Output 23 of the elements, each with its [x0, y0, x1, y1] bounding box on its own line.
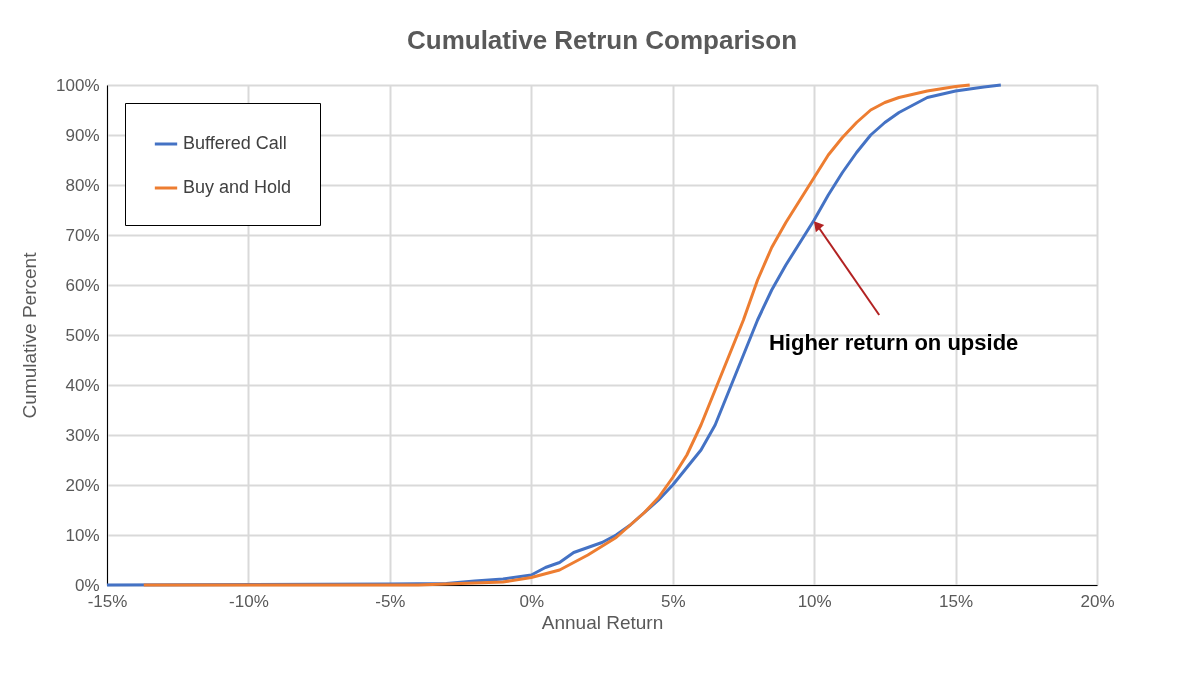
- legend-label: Buy and Hold: [183, 177, 292, 197]
- x-tick-label: -10%: [229, 591, 269, 611]
- x-tick-label: -5%: [375, 591, 406, 611]
- y-tick-label: 10%: [65, 525, 100, 545]
- legend-label: Buffered Call: [183, 133, 287, 153]
- y-tick-label: 80%: [65, 175, 100, 195]
- x-tick-label: 20%: [1080, 591, 1115, 611]
- annotation: Higher return on upside: [768, 330, 1019, 355]
- x-tick-label: 10%: [797, 591, 832, 611]
- y-tick-label: 90%: [65, 125, 100, 145]
- y-tick-label: 20%: [65, 475, 100, 495]
- y-tick-label: 70%: [65, 225, 100, 245]
- x-axis-title: Annual Return: [541, 611, 664, 633]
- x-tick-label: 0%: [519, 591, 545, 611]
- y-axis-title: Cumulative Percent: [19, 251, 41, 419]
- x-tick-label: 5%: [660, 591, 686, 611]
- y-tick-label: 40%: [65, 375, 100, 395]
- x-tick-label: 15%: [939, 591, 974, 611]
- y-tick-label: 50%: [65, 325, 100, 345]
- y-tick-label: 30%: [65, 425, 100, 445]
- y-tick-label: 100%: [56, 75, 100, 95]
- chart-title: Cumulative Retrun Comparison: [406, 25, 798, 55]
- y-tick-label: 60%: [65, 275, 100, 295]
